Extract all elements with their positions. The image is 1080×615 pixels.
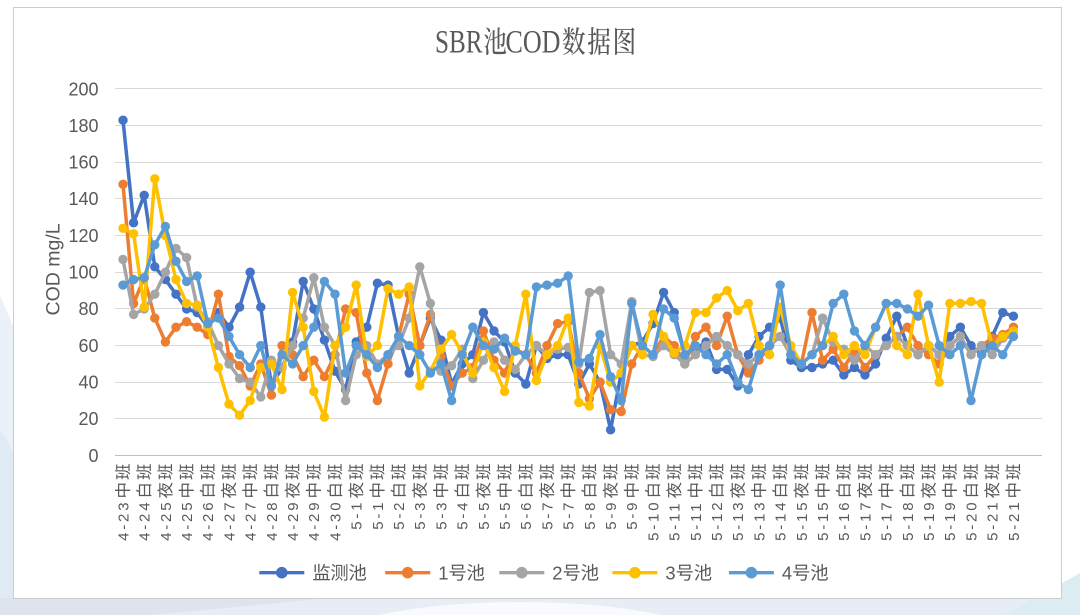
svg-text:4-28: 4-28	[264, 500, 281, 541]
svg-text:160: 160	[68, 153, 98, 173]
svg-text:5-14: 5-14	[773, 500, 790, 541]
svg-text:80: 80	[78, 299, 98, 319]
svg-text:5-15: 5-15	[794, 500, 811, 541]
svg-text:SBR: SBR	[435, 25, 483, 61]
svg-text:5-5: 5-5	[476, 500, 493, 530]
svg-text:3: 3	[665, 562, 675, 583]
svg-text:5-16: 5-16	[836, 500, 853, 541]
svg-text:5-13: 5-13	[730, 500, 747, 541]
svg-text:4-23: 4-23	[115, 500, 132, 541]
svg-text:5-10: 5-10	[645, 500, 662, 541]
svg-text:5-5: 5-5	[497, 500, 514, 530]
svg-text:4-27: 4-27	[243, 500, 260, 541]
svg-text:180: 180	[68, 116, 98, 136]
svg-text:5-8: 5-8	[582, 500, 599, 530]
svg-text:0: 0	[88, 446, 98, 466]
svg-text:5-17: 5-17	[857, 500, 874, 541]
svg-text:60: 60	[78, 336, 98, 356]
svg-text:5-6: 5-6	[518, 500, 535, 530]
svg-text:5-2: 5-2	[391, 500, 408, 530]
svg-text:COD: COD	[506, 25, 561, 61]
svg-text:5-1: 5-1	[349, 500, 366, 530]
svg-text:COD mg/L: COD mg/L	[43, 223, 65, 315]
svg-text:5-20: 5-20	[963, 500, 980, 541]
svg-text:1: 1	[438, 562, 448, 583]
svg-text:4-26: 4-26	[200, 500, 217, 541]
svg-text:2: 2	[552, 562, 562, 583]
svg-text:5-21: 5-21	[1006, 500, 1023, 541]
svg-text:40: 40	[78, 373, 98, 393]
svg-text:5-3: 5-3	[433, 500, 450, 530]
svg-text:5-7: 5-7	[561, 500, 578, 530]
svg-text:5-11: 5-11	[667, 501, 684, 541]
svg-text:4-29: 4-29	[306, 500, 323, 541]
svg-text:4: 4	[782, 562, 792, 583]
svg-text:4-29: 4-29	[285, 500, 302, 541]
svg-text:5-12: 5-12	[709, 500, 726, 541]
svg-text:4-27: 4-27	[221, 500, 238, 541]
svg-text:5-7: 5-7	[539, 500, 556, 530]
svg-text:5-15: 5-15	[815, 500, 832, 541]
svg-text:120: 120	[68, 226, 98, 246]
svg-text:5-17: 5-17	[879, 500, 896, 541]
svg-text:4-25: 4-25	[179, 500, 196, 541]
svg-text:5-9: 5-9	[624, 500, 641, 530]
svg-text:140: 140	[68, 189, 98, 209]
svg-text:5-4: 5-4	[455, 500, 472, 530]
svg-text:4-30: 4-30	[327, 500, 344, 541]
svg-text:5-21: 5-21	[985, 500, 1002, 541]
svg-text:5-1: 5-1	[370, 500, 387, 530]
svg-text:200: 200	[68, 79, 98, 99]
svg-text:5-19: 5-19	[942, 500, 959, 541]
svg-text:5-18: 5-18	[900, 500, 917, 541]
svg-text:5-3: 5-3	[412, 500, 429, 530]
svg-text:4-24: 4-24	[137, 500, 154, 541]
svg-text:20: 20	[78, 409, 98, 429]
svg-text:5-19: 5-19	[921, 500, 938, 541]
svg-text:4-25: 4-25	[158, 500, 175, 541]
svg-text:100: 100	[68, 263, 98, 283]
svg-text:5-9: 5-9	[603, 500, 620, 530]
svg-text:5-11: 5-11	[688, 501, 705, 541]
svg-text:5-13: 5-13	[751, 500, 768, 541]
